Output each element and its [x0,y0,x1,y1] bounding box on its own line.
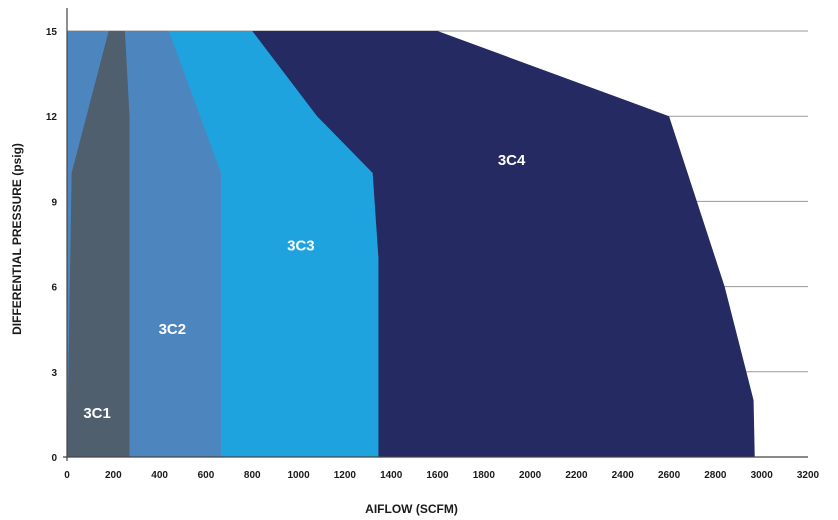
y-tick-label: 12 [46,112,58,123]
x-tick-label: 1600 [426,470,449,481]
x-tick-label: 1000 [287,470,310,481]
x-tick-label: 2400 [612,470,635,481]
x-tick-label: 1800 [473,470,496,481]
x-tick-label: 2600 [658,470,681,481]
region-label-3c3: 3C3 [287,237,315,254]
x-tick-label: 800 [244,470,261,481]
x-tick-label: 400 [151,470,168,481]
x-tick-label: 0 [64,470,70,481]
y-axis-title: DIFFERENTIAL PRESSURE (psig) [10,143,24,335]
x-axis-title: AIFLOW (SCFM) [365,502,458,516]
plot-areas [67,31,755,457]
x-tick-label: 200 [105,470,122,481]
x-tick-label: 2800 [704,470,727,481]
region-labels: 3C1 3C2 3C3 3C4 [83,152,526,422]
x-tick-label: 3200 [797,470,820,481]
area-3c1 [67,31,130,457]
x-tick-label: 3000 [751,470,774,481]
y-tick-label: 6 [51,283,57,294]
x-tick-label: 1200 [334,470,357,481]
axes: 0 3 6 9 12 15 0 200 400 600 800 1000 1200 1400 1600 180… [46,8,820,481]
x-tick-label: 2200 [565,470,588,481]
region-label-3c1: 3C1 [83,405,111,422]
region-label-3c2: 3C2 [159,321,187,338]
y-tick-label: 3 [51,368,57,379]
y-tick-label: 9 [51,197,57,208]
x-tick-label: 2000 [519,470,542,481]
y-tick-label: 0 [51,453,57,464]
x-tick-label: 600 [198,470,215,481]
region-label-3c4: 3C4 [498,152,526,169]
x-tick-label: 1400 [380,470,403,481]
y-tick-label: 15 [46,27,58,38]
